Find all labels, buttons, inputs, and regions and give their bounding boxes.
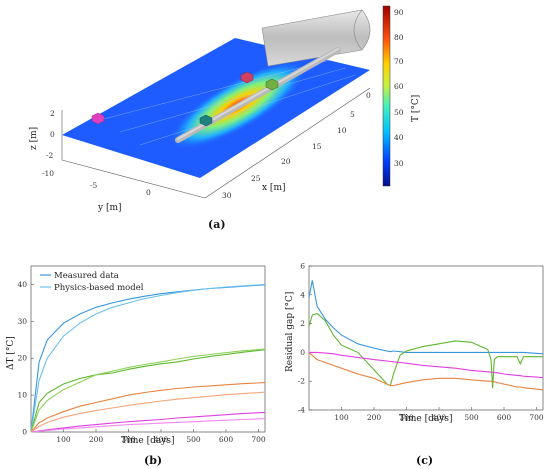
panel-b-legend: Measured data Physics-based model [37,268,144,294]
x-tick-label: 500 [464,413,479,422]
colorbar-tick-label: 30 [394,159,404,168]
y-tick-label: -5 [90,181,98,190]
y-tick-label: 0 [22,428,27,437]
x-tick-label: 0 [366,91,371,100]
legend-box [37,268,141,294]
sensor-marker-teal [199,114,213,127]
z-tick-label: 2 [50,109,55,118]
x-tick-label: 700 [529,413,544,422]
x-tick-label: 10 [337,126,347,135]
series-line-5 [30,382,266,433]
colorbar-tick-label: 50 [394,108,404,117]
x-tick-label: 5 [350,110,355,119]
x-tick-label: 30 [222,191,232,200]
y-tick-label: 2 [300,319,305,328]
x-tick-label: 100 [56,435,71,444]
colorbar-gradient [382,5,391,187]
x-tick-label: 400 [154,435,169,444]
y-axis: -10 -5 0 y [m] [42,169,151,213]
y-tick-label: -4 [298,406,306,415]
colorbar-tick-label: 40 [394,133,404,142]
legend-label-model: Physics-based model [54,283,144,293]
plane-streamlines [99,59,356,146]
panel-b-y-axis-label: ΔT [°C] [6,336,16,370]
series-line-4 [309,351,544,379]
z-axis-label: z [m] [29,127,39,150]
colorbar-tick-label: 90 [394,8,404,17]
x-axis-label: x [m] [262,183,286,193]
x-axis: 0 5 10 15 20 25 30 x [m] [222,91,371,200]
series-line-1 [308,280,544,355]
x-tick-label: 200 [367,413,382,422]
colorbar: 90 80 70 60 50 40 30 T [°C] [382,5,421,187]
panel-b-series [30,283,266,433]
series-line-3 [30,349,266,433]
x-tick-label: 20 [281,157,291,166]
panel-c-caption: (c) [416,454,433,467]
panel-a-3d-plot: 2 0 -2 z [m] -10 -5 0 y [m] 0 5 10 15 20… [29,5,421,231]
y-tick-label: 6 [300,262,305,271]
x-tick-label: 700 [251,435,266,444]
series-line-6 [30,391,266,433]
y-tick-label: -10 [42,169,54,178]
panel-c-y-ticks: -4 -2 0 2 4 6 [298,262,312,415]
sensor-marker-orange [240,71,254,84]
sensor-marker-magenta [91,112,105,125]
tunnel-opening [353,9,363,51]
y-tick-label: 20 [17,354,27,363]
x-tick-label: 300 [399,413,414,422]
x-tick-label: 400 [432,413,447,422]
panel-b-x-ticks: 100 200 300 400 500 600 700 [56,429,266,444]
panel-c-axes-box [308,265,544,411]
x-tick-label: 15 [312,142,322,151]
x-tick-label: 600 [497,413,512,422]
x-tick-label: 600 [219,435,234,444]
z-axis: 2 0 -2 z [m] [29,109,55,160]
x-tick-label: 100 [334,413,349,422]
y-tick-label: -2 [298,377,306,386]
y-axis-label: y [m] [97,203,122,213]
series-line-4 [30,348,266,433]
panel-b-x-axis-label: Time [days] [121,436,174,446]
x-tick-label: 300 [121,435,136,444]
series-line-1 [30,284,266,433]
legend-label-measured: Measured data [54,271,119,281]
y-tick-label: 30 [17,317,27,326]
series-line-8 [30,418,266,433]
panel-c-x-axis-label: Time [days] [399,414,452,424]
colorbar-tick-label: 80 [394,33,404,42]
panel-b-y-ticks: 0 10 20 30 40 [17,280,34,437]
z-tick-label: -2 [46,151,54,160]
y-tick-label: 40 [17,280,27,289]
y-tick-label: 4 [300,290,305,299]
tunnel-shell [261,9,371,67]
y-tick-label: 0 [300,348,305,357]
panel-c-series [308,280,544,391]
panel-c-chart: -4 -2 0 2 4 6 100 200 300 400 500 600 700 Time [day… [285,262,544,468]
panel-b-chart: 0 10 20 30 40 100 200 300 400 500 600 700 Time [da… [6,265,266,467]
x-tick-label: 500 [186,435,201,444]
panel-b-caption: (b) [144,454,162,467]
x-tick-label: 200 [89,435,104,444]
z-tick-label: 0 [50,130,55,139]
colorbar-tick-label: 60 [394,82,404,91]
colorbar-tick-label: 70 [394,57,404,66]
sensor-marker-green [265,78,279,91]
panel-c-x-ticks: 100 200 300 400 500 600 700 [334,407,544,422]
x-tick-label: 25 [251,174,261,183]
colorbar-label: T [°C] [411,95,421,122]
series-line-7 [30,411,266,433]
y-tick-label: 10 [17,391,27,400]
series-line-2 [308,312,543,389]
panel-a-caption: (a) [208,218,226,231]
y-tick-label: 0 [146,188,151,197]
series-line-2 [30,283,266,433]
panel-c-y-axis-label: Residual gap [°C] [285,292,295,372]
series-line-3 [308,351,544,391]
